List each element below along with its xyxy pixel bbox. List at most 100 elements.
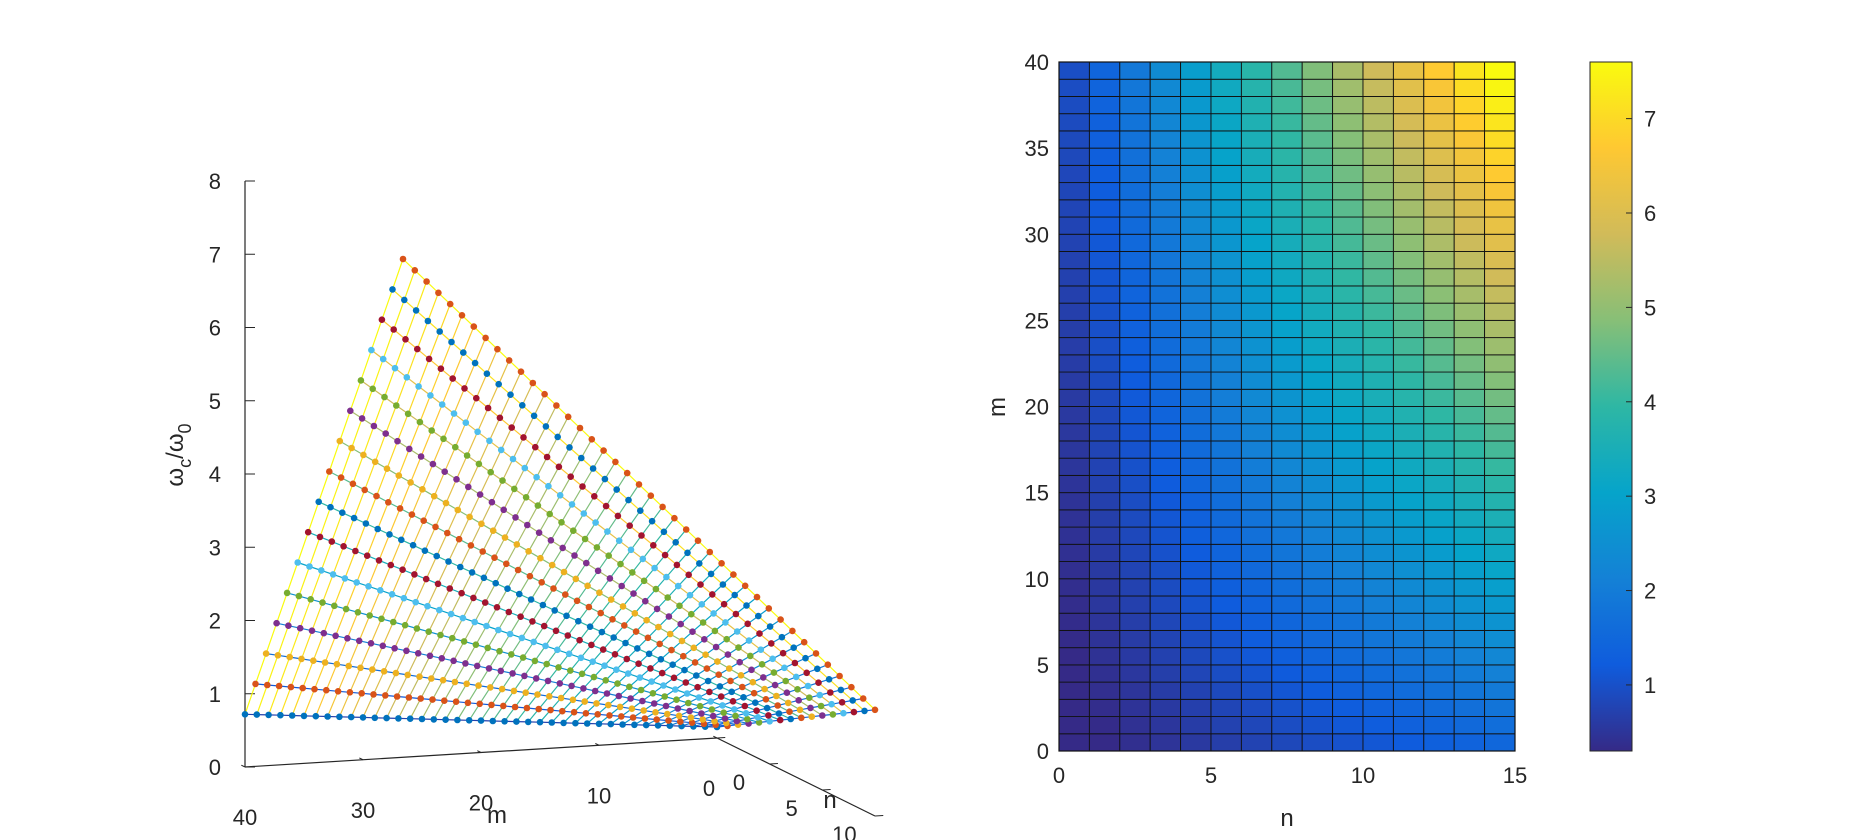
surface-point (441, 697, 448, 704)
heatmap-cell (1453, 388, 1486, 407)
surface-mesh-line (551, 551, 711, 723)
heatmap-cell (1484, 457, 1516, 476)
heatmap-cell (1058, 78, 1090, 97)
heatmap-cell (1484, 423, 1516, 442)
heatmap-cell (1088, 61, 1121, 80)
heatmap-cell (1058, 595, 1090, 614)
heatmap-cell (1423, 233, 1455, 252)
surface-point (312, 712, 320, 720)
surface-point (417, 695, 425, 702)
surface-point (678, 637, 686, 645)
surface-point (458, 589, 465, 597)
surface-z-axis-label: ωc/ω0 (162, 423, 195, 486)
surface-point (526, 572, 534, 580)
heatmap-cell (1362, 371, 1394, 390)
surface-point (621, 622, 628, 629)
heatmap-cell (1484, 182, 1516, 201)
heatmap-cell (1088, 233, 1121, 252)
surface-mesh-line (303, 315, 463, 717)
surface-point (740, 694, 747, 701)
heatmap-cell (1240, 182, 1273, 201)
heatmap-cell (1301, 130, 1334, 149)
surface-point (625, 496, 632, 504)
surface-mesh-line (456, 461, 616, 721)
heatmap-cell (1058, 285, 1090, 304)
surface-point (576, 636, 583, 644)
surface-point (295, 592, 303, 600)
heatmap-cell (1210, 474, 1242, 494)
heatmap-cell (1453, 319, 1486, 339)
surface-point (816, 691, 824, 699)
surface-mesh-line (693, 686, 852, 727)
surface-point (603, 690, 611, 697)
heatmap-cell (1301, 199, 1334, 218)
surface-point (619, 603, 627, 610)
heatmap-cell (1240, 440, 1273, 459)
surface-point (655, 623, 662, 631)
heatmap-y-tick-label: 40 (1025, 50, 1049, 75)
surface-point (529, 379, 537, 387)
heatmap-cell (1453, 147, 1486, 166)
surface-point (640, 707, 647, 714)
heatmap-cell (1362, 423, 1394, 442)
heatmap-cell (1149, 216, 1182, 235)
surface-point (487, 684, 494, 691)
heatmap-cell (1058, 319, 1090, 339)
surface-point (579, 483, 586, 490)
surface-point (795, 697, 802, 704)
heatmap-cell (1119, 371, 1151, 390)
surface-point (439, 676, 447, 684)
surface-point (517, 368, 525, 376)
heatmap-cell (1484, 388, 1516, 407)
surface-point (724, 651, 732, 658)
surface-mesh-line (421, 427, 581, 720)
surface-mesh-line (539, 540, 699, 723)
surface-mesh-line (327, 337, 487, 717)
heatmap-cell (1149, 61, 1182, 80)
surface-point (395, 472, 403, 479)
heatmap-cell (1180, 474, 1212, 494)
surface-point (296, 624, 304, 632)
surface-point (536, 718, 544, 726)
surface-point (581, 698, 588, 705)
surface-point (422, 575, 430, 583)
surface-point (300, 712, 308, 720)
heatmap-cell (1392, 95, 1425, 115)
heatmap-cell (1210, 354, 1242, 373)
heatmap-cell (1453, 182, 1486, 201)
heatmap-cell (1453, 251, 1486, 270)
heatmap-cell (1149, 423, 1182, 442)
surface-mesh-line (350, 360, 510, 718)
surface-point (485, 665, 493, 672)
surface-mesh-line (515, 517, 675, 722)
heatmap-cell (1301, 388, 1334, 407)
heatmap-cell (1240, 526, 1273, 545)
surface-point (732, 610, 740, 618)
surface-point (353, 579, 361, 586)
surface-point (685, 699, 692, 707)
surface-point (696, 560, 703, 567)
heatmap-cell (1271, 561, 1303, 580)
heatmap-cell (1058, 647, 1090, 666)
surface-point (638, 532, 645, 539)
surface-point (487, 468, 495, 476)
surface-point (792, 673, 800, 681)
surface-point (455, 535, 463, 543)
surface-point (559, 544, 566, 552)
heatmap-cell (1332, 440, 1364, 459)
surface-point (576, 424, 584, 432)
surface-mesh-line (374, 382, 534, 719)
heatmap-cell (1180, 268, 1212, 287)
surface-point (285, 622, 292, 629)
surface-point (551, 607, 558, 614)
colorbar: 1 2 3 4 5 6 7 (1589, 61, 1656, 752)
surface-point (859, 695, 867, 702)
heatmap-cell (1332, 147, 1364, 166)
surface-point (287, 683, 295, 691)
surface-point (446, 585, 454, 592)
x-tick-mark (359, 757, 364, 761)
heatmap-cell (1088, 647, 1121, 666)
surface-point (798, 714, 805, 722)
surface-point (721, 715, 729, 722)
z-tick-label: 5 (209, 389, 221, 414)
